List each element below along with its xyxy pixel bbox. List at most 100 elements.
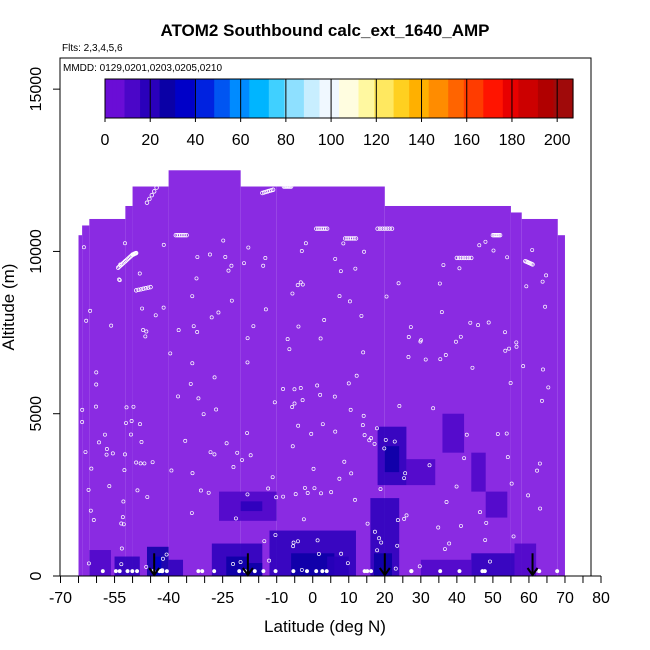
- sample-point: [145, 495, 150, 499]
- sample-point: [342, 459, 347, 464]
- flights-label: Flts: 2,3,4,5,6: [62, 43, 123, 54]
- colorbar-segment: [257, 79, 262, 118]
- sample-point: [231, 465, 236, 469]
- sample-point: [273, 569, 278, 574]
- colorbar-segment: [112, 79, 118, 118]
- sample-point: [117, 277, 122, 282]
- sample-point: [530, 262, 535, 267]
- sample-point: [83, 450, 88, 454]
- dates-label: MMDD: 0129,0201,0203,0205,0210: [63, 63, 222, 74]
- sample-point: [538, 506, 543, 511]
- data-cell: [89, 550, 111, 576]
- colorbar-tick-label: 60: [232, 132, 250, 149]
- sample-point: [524, 284, 529, 289]
- sample-point: [214, 407, 219, 412]
- sample-point: [154, 185, 159, 190]
- colorbar: 0 20 40 60 80 100 120 140 160 180 200: [101, 78, 574, 149]
- sample-point: [540, 398, 544, 403]
- colorbar-segment: [108, 79, 114, 118]
- sample-point: [133, 288, 139, 293]
- colorbar-segment: [210, 79, 215, 118]
- sample-point: [466, 255, 472, 261]
- colorbar-segment: [261, 79, 266, 118]
- sample-point: [484, 520, 489, 525]
- sample-point: [126, 255, 132, 261]
- sample-point: [305, 491, 310, 495]
- sample-point: [110, 451, 115, 456]
- sample-point: [147, 196, 152, 202]
- sample-point: [229, 298, 234, 303]
- data-cell: [240, 501, 263, 512]
- colorbar-segment: [206, 79, 211, 118]
- colorbar-segment: [288, 79, 293, 118]
- sample-point: [418, 339, 423, 344]
- sample-point: [285, 337, 290, 342]
- colorbar-segment: [385, 79, 391, 118]
- sample-point: [382, 226, 387, 231]
- sample-point: [457, 266, 462, 271]
- sample-point: [270, 475, 275, 480]
- sample-point: [461, 255, 467, 261]
- sample-point: [443, 547, 447, 552]
- sample-point: [156, 181, 162, 187]
- sample-point: [281, 386, 285, 391]
- sample-point: [365, 521, 370, 526]
- sample-point: [159, 177, 164, 183]
- sample-point: [488, 559, 492, 564]
- colorbar-segment: [424, 79, 430, 118]
- colorbar-segment: [179, 79, 184, 118]
- sample-point: [122, 468, 127, 473]
- sample-point: [341, 241, 346, 246]
- colorbar-segment: [534, 79, 539, 118]
- y-tick-label: 0: [28, 571, 45, 580]
- sample-point: [161, 556, 165, 561]
- sample-point: [347, 299, 352, 304]
- sample-point: [470, 365, 475, 370]
- colorbar-segment: [440, 79, 445, 118]
- sample-point: [233, 516, 238, 521]
- sample-point: [309, 431, 314, 436]
- sample-point: [468, 320, 473, 325]
- sample-point: [402, 516, 407, 521]
- sample-point: [369, 569, 374, 574]
- sample-point: [139, 439, 144, 444]
- x-tick-label: 30: [412, 590, 430, 607]
- sample-point: [80, 420, 85, 424]
- data-cell: [154, 556, 162, 576]
- sample-point: [266, 486, 271, 491]
- sample-point: [125, 256, 130, 262]
- sample-point: [161, 305, 166, 310]
- colorbar-segment: [436, 79, 441, 118]
- sample-point: [483, 538, 488, 542]
- colorbar-segment: [491, 79, 496, 118]
- sample-point: [124, 421, 128, 425]
- sample-point: [436, 525, 441, 530]
- sample-point: [262, 539, 267, 544]
- sample-point: [149, 192, 154, 198]
- colorbar-segment: [284, 79, 289, 118]
- arrow-layer: [148, 553, 539, 577]
- y-axis-label: Altitude (m): [0, 264, 18, 351]
- colorbar-segment: [124, 79, 129, 118]
- colorbar-segment: [229, 79, 235, 118]
- colorbar-segment: [327, 79, 332, 118]
- sample-point: [168, 351, 173, 356]
- sample-point: [303, 241, 308, 246]
- sample-point: [441, 263, 446, 267]
- sample-points-layer: [80, 177, 560, 574]
- sample-point: [140, 306, 145, 311]
- sample-point: [117, 569, 122, 574]
- colorbar-segment: [140, 79, 145, 118]
- sample-point: [144, 329, 149, 334]
- sample-point: [503, 330, 507, 335]
- colorbar-segment: [358, 79, 363, 118]
- colorbar-segment: [428, 79, 434, 118]
- colorbar-tick-label: 20: [141, 132, 159, 149]
- colorbar-segment: [268, 79, 274, 118]
- sample-point: [319, 491, 323, 496]
- sample-point: [212, 452, 217, 457]
- sample-point: [403, 471, 408, 476]
- x-tick-label: 70: [556, 590, 574, 607]
- sample-point: [119, 562, 124, 567]
- sample-point: [86, 487, 91, 492]
